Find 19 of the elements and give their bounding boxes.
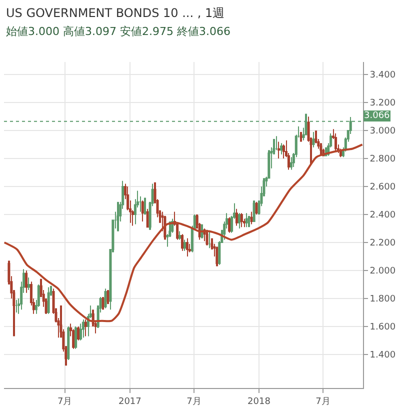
y-tick-label: 1.400: [370, 350, 396, 361]
y-tick-label: 2.800: [370, 154, 396, 165]
y-tick-label: 2.000: [370, 266, 396, 277]
ref-line-label: 3.066: [364, 111, 390, 121]
x-tick-label: 2018: [248, 396, 271, 407]
x-tick-label: 7月: [186, 396, 202, 407]
y-tick-label: 1.600: [370, 322, 396, 333]
x-tick-label: 2017: [118, 396, 142, 407]
chart-subtitle: 始値3.000 高値3.097 安値2.975 終値3.066: [6, 25, 230, 38]
y-tick-label: 3.400: [370, 70, 396, 81]
y-tick-label: 3.200: [370, 98, 396, 109]
x-tick-label: 7月: [316, 396, 330, 407]
y-tick-label: 2.200: [370, 238, 396, 249]
y-tick-label: 1.800: [370, 294, 396, 305]
y-tick-label: 3.000: [370, 126, 396, 137]
y-tick-label: 2.400: [370, 210, 396, 221]
chart-title: US GOVERNMENT BONDS 10 ... , 1週: [6, 6, 225, 20]
y-tick-label: 2.600: [370, 182, 396, 193]
x-tick-label: 7月: [57, 396, 72, 407]
